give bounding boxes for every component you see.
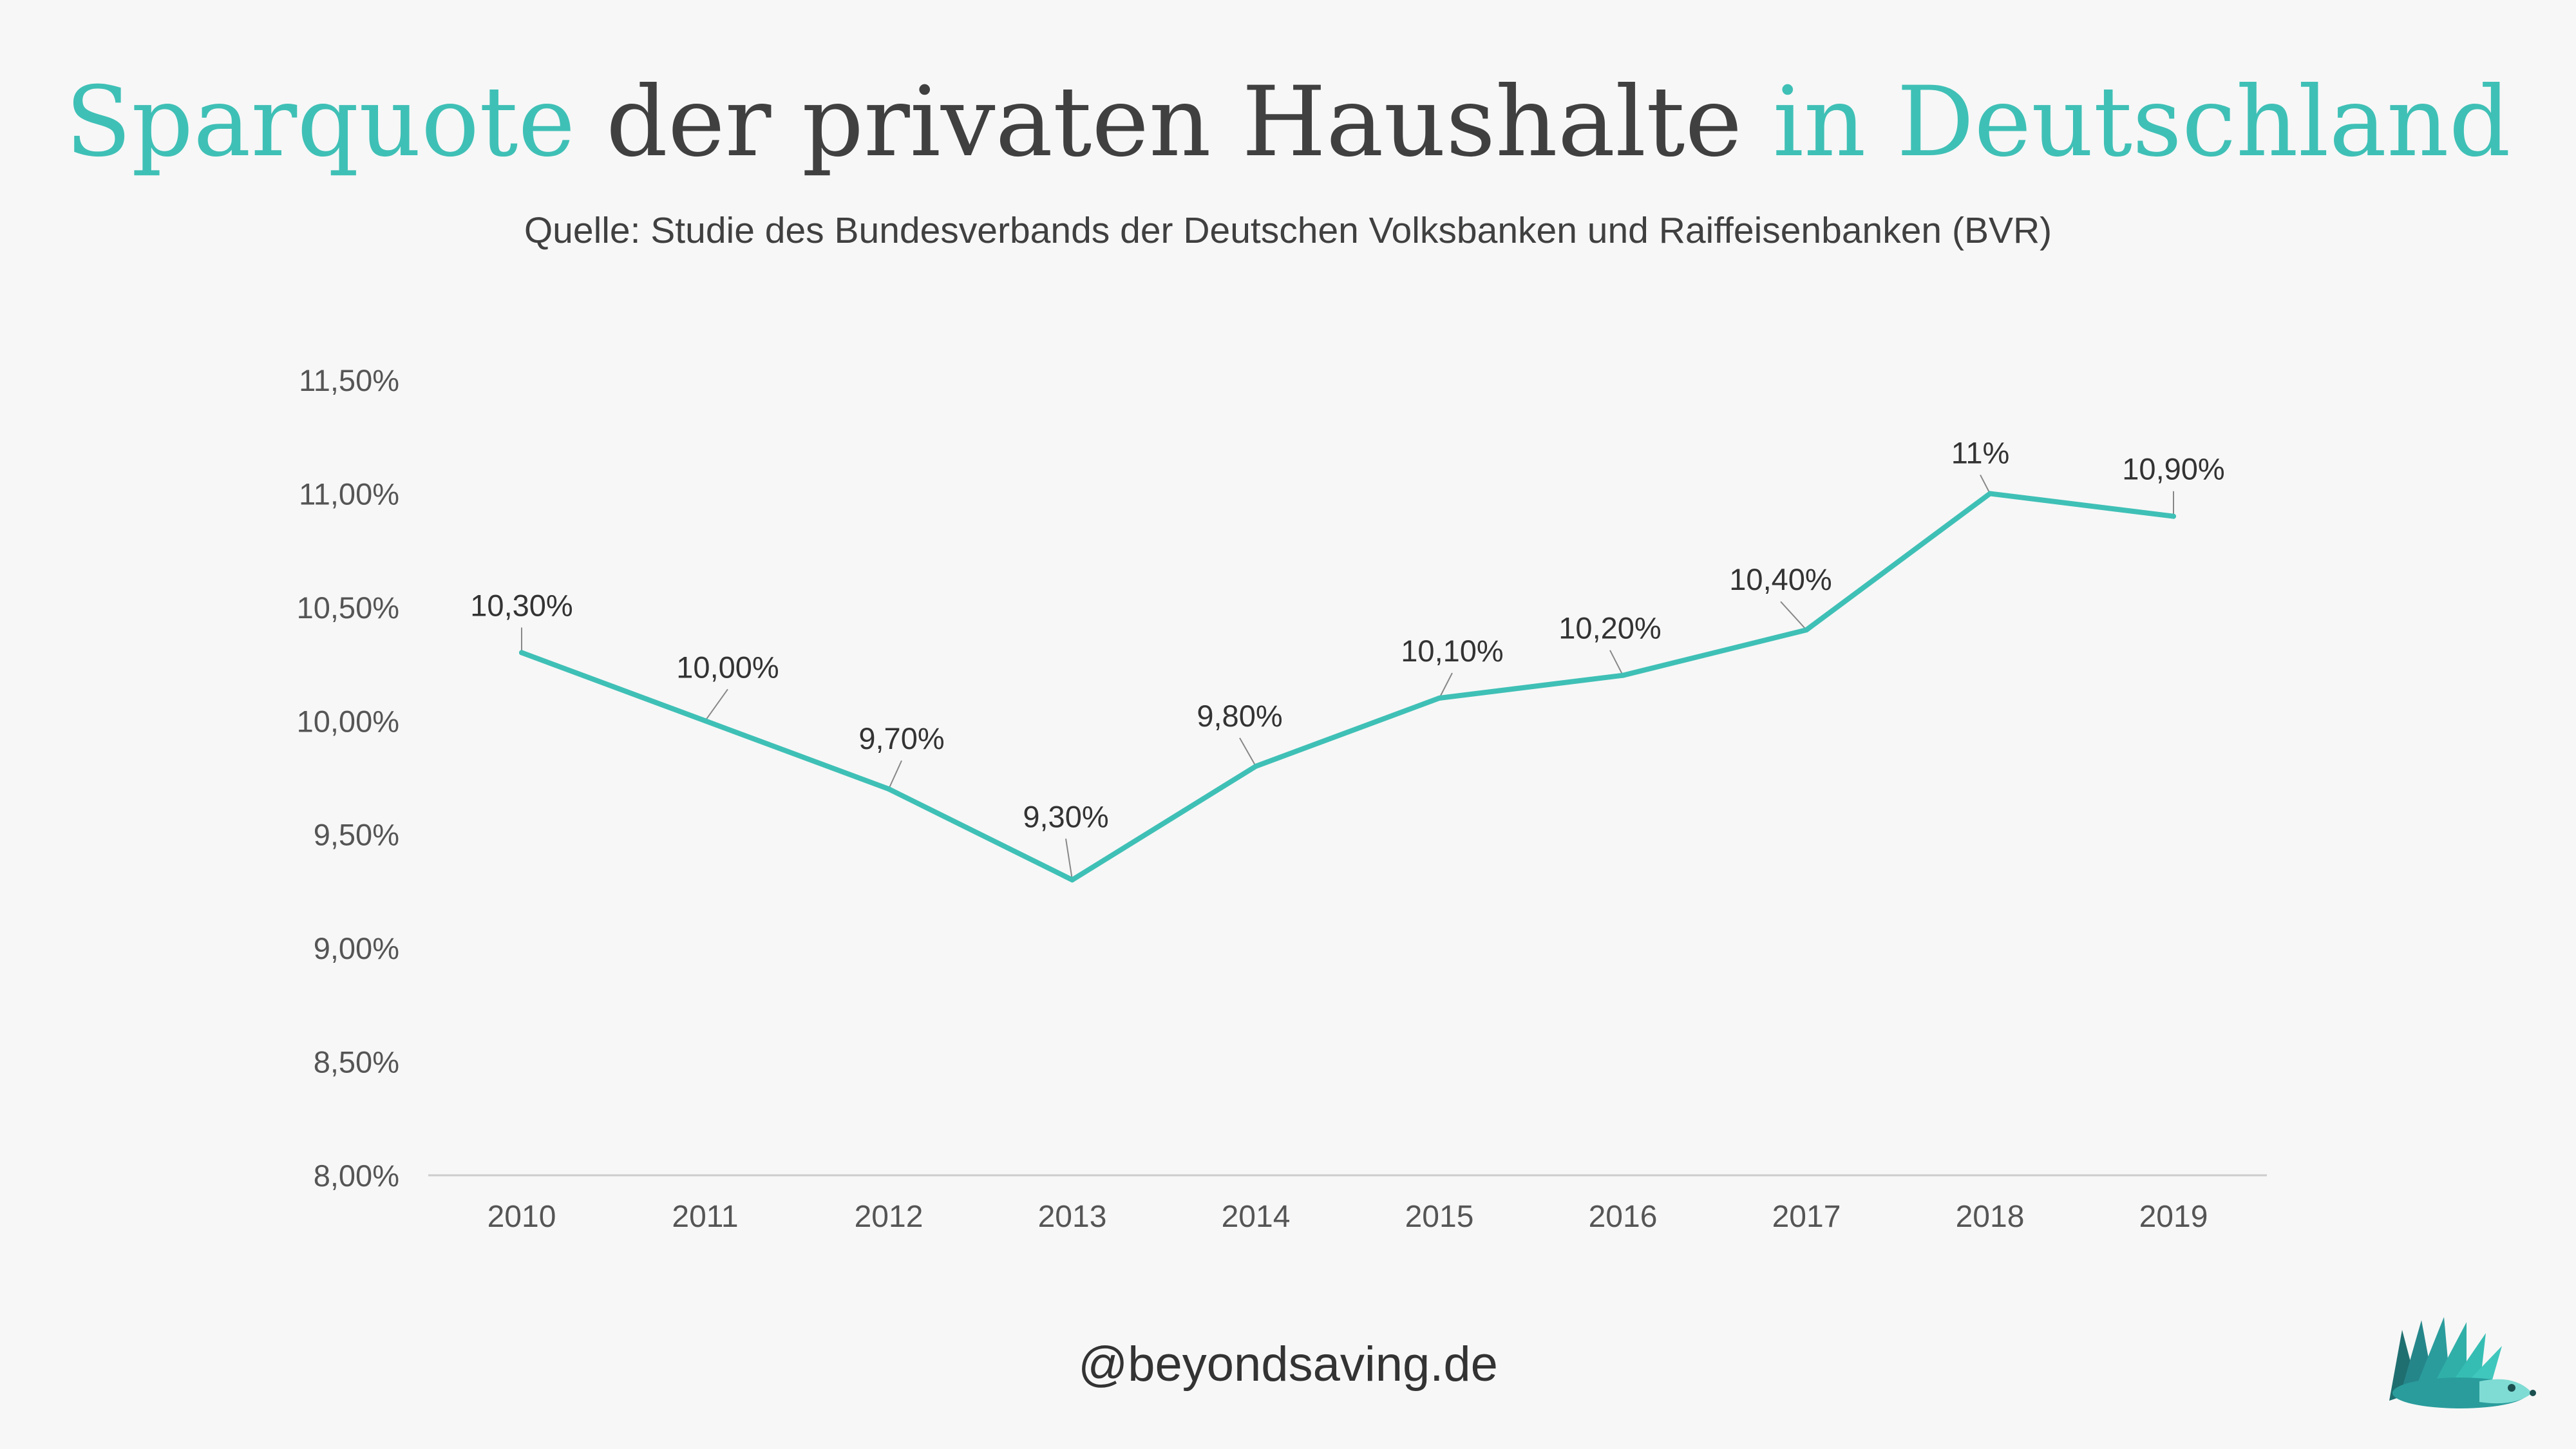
x-tick-label: 2018: [1956, 1200, 2025, 1234]
data-point: [2171, 513, 2176, 519]
data-label: 10,00%: [676, 650, 779, 684]
data-label-leader: [888, 760, 902, 790]
footer-handle: @beyondsaving.de: [1078, 1337, 1498, 1392]
data-point: [519, 650, 524, 656]
x-axis: 2010 2011 2012 2013 2014 2015 2016 2017 2018 2019: [428, 1174, 2267, 1234]
data-point: [886, 786, 891, 792]
data-label-leader: [1065, 838, 1073, 880]
data-point: [1620, 672, 1625, 678]
data-point: [1437, 696, 1442, 701]
data-label: 10,90%: [2122, 452, 2224, 486]
x-tick-label: 2010: [488, 1200, 556, 1234]
x-tick-label: 2012: [855, 1200, 923, 1234]
data-point: [1253, 763, 1258, 769]
x-tick-label: 2016: [1589, 1200, 1658, 1234]
y-tick-label: 10,50%: [297, 591, 399, 625]
data-point: [703, 718, 708, 724]
series-line: [519, 491, 2176, 883]
x-tick-label: 2014: [1222, 1200, 1291, 1234]
y-tick-label: 9,00%: [314, 931, 399, 965]
data-label-leader: [1439, 672, 1453, 699]
title-accent-sparquote: Sparquote: [65, 66, 576, 178]
y-tick-label: 8,00%: [314, 1159, 399, 1193]
x-tick-label: 2017: [1772, 1200, 1841, 1234]
data-label-leader: [1609, 650, 1624, 676]
data-point: [1987, 491, 1993, 497]
x-tick-label: 2015: [1405, 1200, 1474, 1234]
data-point: [1804, 627, 1809, 633]
data-label: 9,30%: [1023, 799, 1108, 833]
y-tick-label: 10,00%: [297, 704, 399, 738]
data-label: 9,80%: [1197, 699, 1282, 733]
x-tick-label: 2019: [2139, 1200, 2208, 1234]
y-tick-label: 11,50%: [299, 363, 399, 397]
x-tick-label: 2013: [1038, 1200, 1107, 1234]
subtitle-source: Quelle: Studie des Bundesverbands der De…: [524, 210, 2052, 251]
data-point: [1070, 877, 1075, 883]
x-tick-label: 2011: [672, 1200, 738, 1234]
data-label-leader: [1780, 601, 1807, 630]
data-label: 11%: [1951, 435, 2010, 469]
page-title: Sparquote der privaten Haushalte in Deut…: [0, 61, 2576, 184]
data-label: 10,30%: [470, 588, 573, 622]
data-label-leader: [1239, 737, 1256, 767]
y-tick-label: 8,50%: [314, 1045, 399, 1079]
y-tick-label: 9,50%: [314, 818, 399, 852]
line-chart: 8,00% 8,50% 9,00% 9,50% 10,00% 10,50% 11,00% 11…: [297, 363, 2267, 1234]
title-accent-deutschland: in Deutschland: [1772, 66, 2511, 178]
data-label: 10,10%: [1401, 634, 1503, 668]
data-label-leader: [705, 688, 728, 721]
y-axis: 8,00% 8,50% 9,00% 9,50% 10,00% 10,50% 11,00% 11…: [297, 363, 399, 1193]
y-tick-label: 11,00%: [299, 477, 399, 511]
title-middle: der privaten Haushalte: [575, 66, 1773, 178]
data-label-leader: [1980, 474, 1991, 494]
series-line-group: [519, 491, 2176, 883]
data-label: 9,70%: [858, 721, 944, 755]
data-label-leaders: [521, 474, 2174, 880]
data-label: 10,20%: [1558, 611, 1661, 645]
hedgehog-icon: [2389, 1317, 2536, 1408]
data-labels: 10,30% 10,00% 9,70% 9,30% 9,80% 10,10% 10,20% 1…: [470, 435, 2224, 833]
data-label: 10,40%: [1729, 562, 1832, 596]
